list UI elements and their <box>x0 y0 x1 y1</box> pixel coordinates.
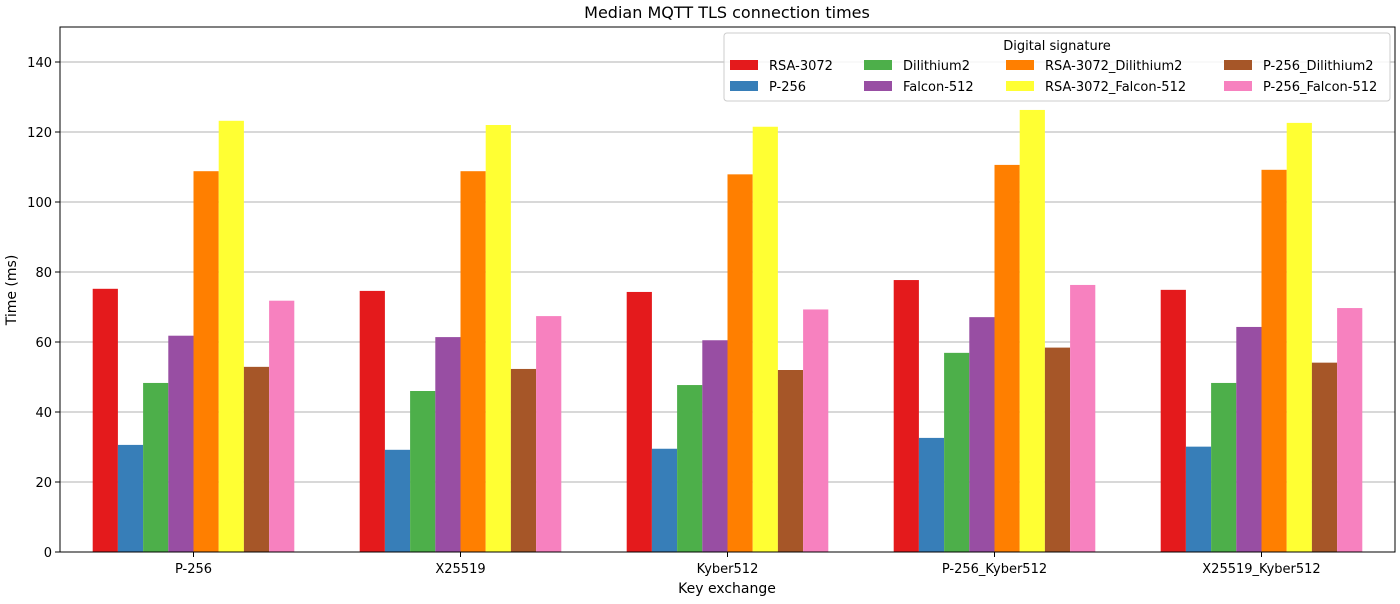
bar <box>269 300 295 552</box>
bar <box>410 391 436 552</box>
bar <box>1019 109 1045 552</box>
y-axis-label: Time (ms) <box>4 255 20 327</box>
bar <box>752 126 778 552</box>
x-tick-label: P-256_Kyber512 <box>942 562 1047 577</box>
axes: 0 20 40 60 80 100 120 140 P-256 X25519 Kyber512 P-2… <box>27 26 1396 577</box>
bar <box>702 340 728 552</box>
bar <box>777 370 804 552</box>
legend-swatch <box>864 60 892 70</box>
bar <box>243 366 270 552</box>
bar <box>92 288 118 552</box>
bar <box>1185 446 1212 552</box>
legend-label: RSA-3072_Dilithium2 <box>1045 59 1182 74</box>
bar <box>1160 289 1186 552</box>
legend-swatch <box>1006 60 1034 70</box>
y-tick-label: 80 <box>35 266 52 281</box>
bar <box>994 164 1020 552</box>
legend: Digital signature RSA-3072 P-256 Dilithium2… <box>723 32 1391 102</box>
legend-label: RSA-3072 <box>769 59 833 74</box>
legend-swatch <box>1224 60 1252 70</box>
bar <box>944 352 970 552</box>
bar <box>651 448 678 552</box>
legend-swatch <box>1224 81 1252 91</box>
legend-swatch <box>1006 81 1034 91</box>
bar <box>384 449 411 552</box>
bar <box>893 280 919 552</box>
plot-frame <box>59 26 1396 553</box>
legend-title: Digital signature <box>1003 39 1111 54</box>
bar <box>1311 362 1338 552</box>
bar <box>1044 347 1071 552</box>
legend-label: P-256_Dilithium2 <box>1263 59 1374 74</box>
bar <box>969 317 995 552</box>
bar <box>1261 169 1287 553</box>
y-tick-label: 40 <box>35 406 52 421</box>
x-axis-label: Key exchange <box>678 581 776 597</box>
bar <box>168 335 194 552</box>
bar <box>1211 382 1237 552</box>
bar <box>1286 122 1312 553</box>
y-tick-label: 100 <box>27 196 52 211</box>
chart-title: Median MQTT TLS connection times <box>584 3 870 22</box>
bar <box>1236 326 1262 552</box>
legend-swatch <box>730 60 758 70</box>
x-tick-label: Kyber512 <box>697 562 759 577</box>
x-tick-label: X25519 <box>435 562 485 577</box>
legend-swatch <box>864 81 892 91</box>
bar <box>803 309 829 552</box>
bar <box>536 316 562 552</box>
bar <box>626 291 652 552</box>
bar <box>117 444 144 552</box>
bars <box>92 109 1363 553</box>
bar <box>460 171 486 552</box>
bar <box>677 385 703 552</box>
legend-label: Falcon-512 <box>903 80 974 95</box>
x-tick-label: P-256 <box>175 562 212 577</box>
y-tick-label: 20 <box>35 476 52 491</box>
y-tick-label: 120 <box>27 126 52 141</box>
bar <box>1337 308 1363 552</box>
y-tick-label: 140 <box>27 56 52 71</box>
x-tick-label: X25519_Kyber512 <box>1202 562 1320 577</box>
bar <box>359 290 385 552</box>
legend-label: RSA-3072_Falcon-512 <box>1045 80 1186 95</box>
y-tick-label: 0 <box>44 546 52 561</box>
bar <box>193 171 219 552</box>
bar <box>435 337 461 552</box>
legend-label: P-256 <box>769 80 806 95</box>
legend-label: Dilithium2 <box>903 59 970 74</box>
bar <box>218 120 244 553</box>
y-tick-label: 60 <box>35 336 52 351</box>
legend-swatch <box>730 81 758 91</box>
bar <box>485 125 511 552</box>
bar <box>727 174 753 552</box>
bar <box>510 368 537 552</box>
bar <box>918 437 945 552</box>
legend-label: P-256_Falcon-512 <box>1263 80 1377 95</box>
bar <box>1070 284 1096 552</box>
bar <box>143 382 169 552</box>
